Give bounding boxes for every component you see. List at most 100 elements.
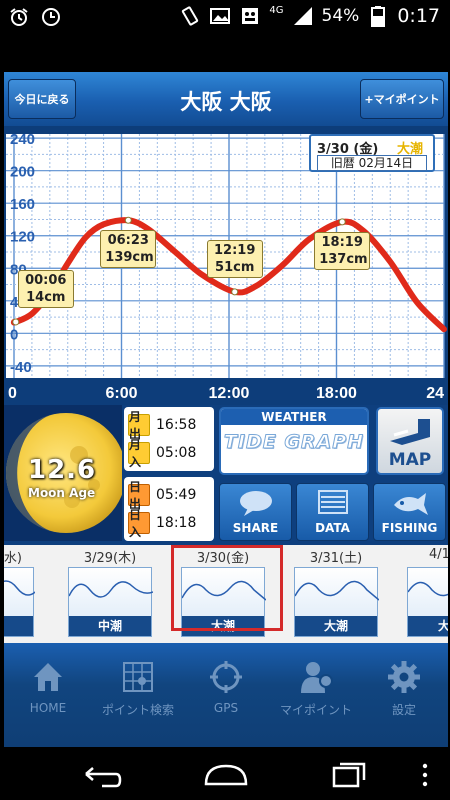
nav-settings[interactable]: 設定 xyxy=(360,653,448,743)
nav-my-point-label: マイポイント xyxy=(279,703,352,717)
nav-my-point[interactable]: マイポイント xyxy=(272,653,360,743)
sunset-time: 18:18 xyxy=(156,515,197,531)
tide-extreme-marker xyxy=(12,318,20,326)
nav-settings-label: 設定 xyxy=(391,703,416,717)
tide-app: 今日に戻る 大阪 大阪 +マイポイント 24020016012080400-40… xyxy=(4,72,448,747)
alarm-icon xyxy=(8,6,30,28)
lunar-date: 旧暦 02月14日 xyxy=(317,155,427,171)
sun-times-card: 日出 05:49 日入 18:18 xyxy=(124,477,214,541)
day-card[interactable]: 3/31(土) 大潮 xyxy=(286,545,386,641)
current-date: 3/30 (金) xyxy=(317,142,379,157)
date-strip[interactable]: (水) 潮 3/29(木) 中潮 3/30(金) 大潮 3/31(土) xyxy=(4,545,448,643)
nav-point-search[interactable]: ポイント検索 xyxy=(94,653,182,743)
screenshot-icon xyxy=(239,5,261,27)
y-tick-label: 160 xyxy=(10,196,35,213)
day-date: 3/31(土) xyxy=(309,551,363,566)
add-mypoint-button[interactable]: +マイポイント xyxy=(360,79,444,119)
signal-icon xyxy=(292,5,314,27)
person-pin-icon xyxy=(301,662,333,693)
y-tick-label: 240 xyxy=(10,131,35,148)
y-tick-label: 200 xyxy=(10,164,35,181)
recent-apps-icon[interactable] xyxy=(330,760,368,790)
day-card[interactable]: 4/1 大 xyxy=(399,545,448,641)
tide-extreme-marker xyxy=(231,288,239,296)
network-type: 4G xyxy=(269,4,284,16)
tide-extreme-height: 139cm xyxy=(105,250,154,266)
fishing-label: FISHING xyxy=(381,521,438,535)
nav-gps[interactable]: GPS xyxy=(182,653,270,743)
day-tide-thumbnail: 大 xyxy=(407,567,448,637)
day-tide-type: 大 xyxy=(408,616,448,636)
day-date: 4/1 xyxy=(429,547,448,562)
moon-icon xyxy=(4,405,122,541)
weather-button[interactable]: WEATHER TIDE GRAPH xyxy=(219,407,369,475)
page-title: 大阪 大阪 xyxy=(180,90,272,114)
day-date: 3/29(木) xyxy=(83,551,137,566)
system-navigation-bar xyxy=(0,748,450,800)
bottom-navigation: HOME ポイント検索 GPS マイポイント xyxy=(4,643,448,747)
day-date: 3/30(金) xyxy=(196,551,250,566)
day-tide-thumbnail: 大潮 xyxy=(294,567,380,637)
data-button[interactable]: DATA xyxy=(296,483,369,541)
tide-extreme-marker xyxy=(124,216,132,224)
weather-label: WEATHER xyxy=(221,409,367,425)
day-tide-thumbnail: 中潮 xyxy=(68,567,154,637)
tide-graph-logo: TIDE GRAPH xyxy=(223,431,365,454)
back-icon[interactable] xyxy=(78,760,122,788)
x-tick-label: 12:00 xyxy=(209,385,250,402)
tide-extreme-time: 00:06 xyxy=(25,272,67,288)
nav-gps-label: GPS xyxy=(213,701,239,715)
data-label: DATA xyxy=(315,521,350,535)
day-tide-type: 大潮 xyxy=(295,616,377,636)
share-label: SHARE xyxy=(232,521,279,535)
day-card[interactable]: (水) 潮 xyxy=(4,545,42,641)
vibrate-icon xyxy=(179,5,201,27)
y-tick-label: 0 xyxy=(10,326,18,343)
moon-panel: 12.6 Moon Age xyxy=(4,405,122,541)
moon-times-card: 月出 16:58 月入 05:08 xyxy=(124,407,214,471)
overflow-menu-icon[interactable] xyxy=(418,760,432,790)
date-info-box: 3/30 (金) 大潮 旧暦 02月14日 xyxy=(309,134,435,172)
tide-extreme-marker xyxy=(338,218,346,226)
tide-extreme-height: 51cm xyxy=(215,259,255,275)
gallery-icon xyxy=(209,5,231,27)
alarm-clock-icon xyxy=(40,6,62,28)
moonrise-time: 16:58 xyxy=(156,417,197,433)
clock: 0:17 xyxy=(397,5,440,27)
sunrise-time: 05:49 xyxy=(156,487,197,503)
status-bar: 4G 54% 0:17 xyxy=(0,0,450,34)
moonset-tag: 月入 xyxy=(128,438,150,469)
tide-extreme-time: 12:19 xyxy=(214,242,256,258)
tide-extreme-time: 18:19 xyxy=(321,234,363,250)
grid-map-icon xyxy=(123,662,153,692)
tide-extreme-time: 06:23 xyxy=(107,233,149,249)
home-button-icon[interactable] xyxy=(202,760,250,788)
back-to-today-button[interactable]: 今日に戻る xyxy=(8,79,76,119)
moon-age-label: Moon Age xyxy=(28,486,96,500)
x-tick-label: 18:00 xyxy=(316,385,357,402)
gear-icon xyxy=(388,661,420,693)
sunset-tag: 日入 xyxy=(128,508,150,539)
map-button[interactable]: MAP xyxy=(376,407,444,475)
battery-level: 54% xyxy=(321,6,360,26)
tide-extreme-height: 137cm xyxy=(319,251,368,267)
day-card[interactable]: 3/29(木) 中潮 xyxy=(60,545,160,641)
tide-type: 大潮 xyxy=(397,142,424,157)
list-icon xyxy=(317,490,348,514)
nav-home[interactable]: HOME xyxy=(4,653,92,743)
x-tick-label: 0 xyxy=(8,385,17,402)
x-tick-label: 6:00 xyxy=(105,385,137,402)
share-button[interactable]: SHARE xyxy=(219,483,292,541)
day-tide-thumbnail: 潮 xyxy=(4,567,40,637)
tide-extreme-height: 14cm xyxy=(26,289,66,305)
tide-extreme-label: 06:23 139cm xyxy=(100,230,157,269)
moonset-time: 05:08 xyxy=(156,445,197,461)
fishing-button[interactable]: FISHING xyxy=(373,483,446,541)
x-tick-label: 24 xyxy=(426,385,444,402)
moonrise-tag: 月出 xyxy=(128,410,150,441)
app-header: 今日に戻る 大阪 大阪 +マイポイント xyxy=(4,72,448,126)
y-tick-label: -40 xyxy=(10,359,32,376)
moon-age-value: 12.6 xyxy=(28,455,97,485)
crosshair-icon xyxy=(210,661,242,693)
